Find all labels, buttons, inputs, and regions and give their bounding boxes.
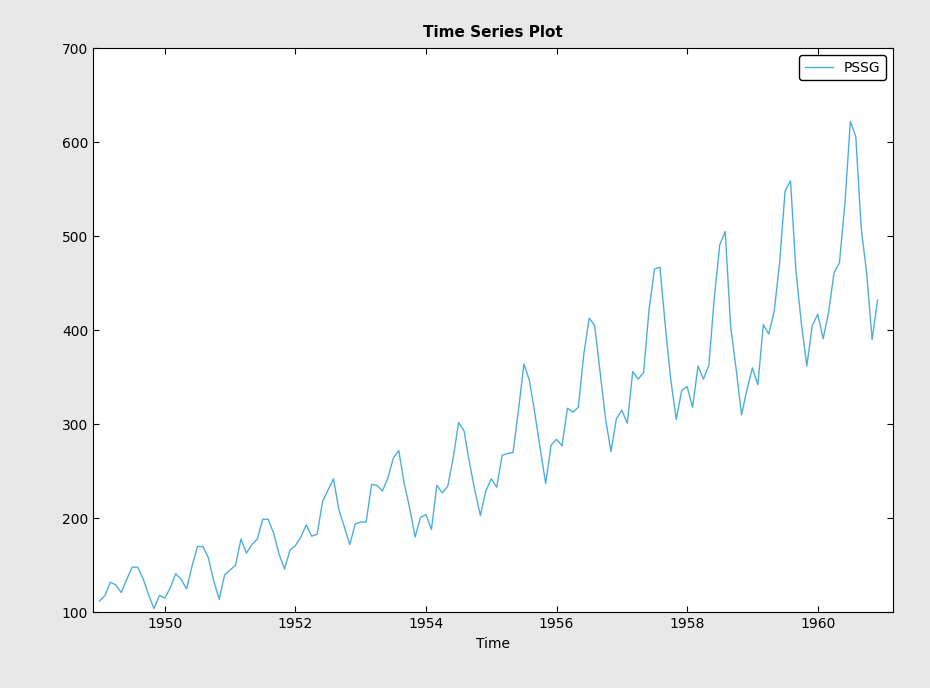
- PSSG: [94, 597, 105, 605]
- Line: PSSG: PSSG: [100, 122, 878, 609]
- PSSG: [655, 263, 666, 271]
- PSSG: [872, 296, 883, 304]
- Title: Time Series Plot: Time Series Plot: [423, 25, 563, 40]
- PSSG: [153, 591, 165, 599]
- PSSG: [725, 323, 737, 331]
- PSSG: [339, 523, 350, 531]
- Legend: PSSG: PSSG: [799, 55, 886, 80]
- PSSG: [844, 118, 856, 126]
- PSSG: [736, 411, 747, 419]
- PSSG: [214, 595, 225, 603]
- PSSG: [149, 605, 160, 613]
- X-axis label: Time: Time: [476, 636, 510, 651]
